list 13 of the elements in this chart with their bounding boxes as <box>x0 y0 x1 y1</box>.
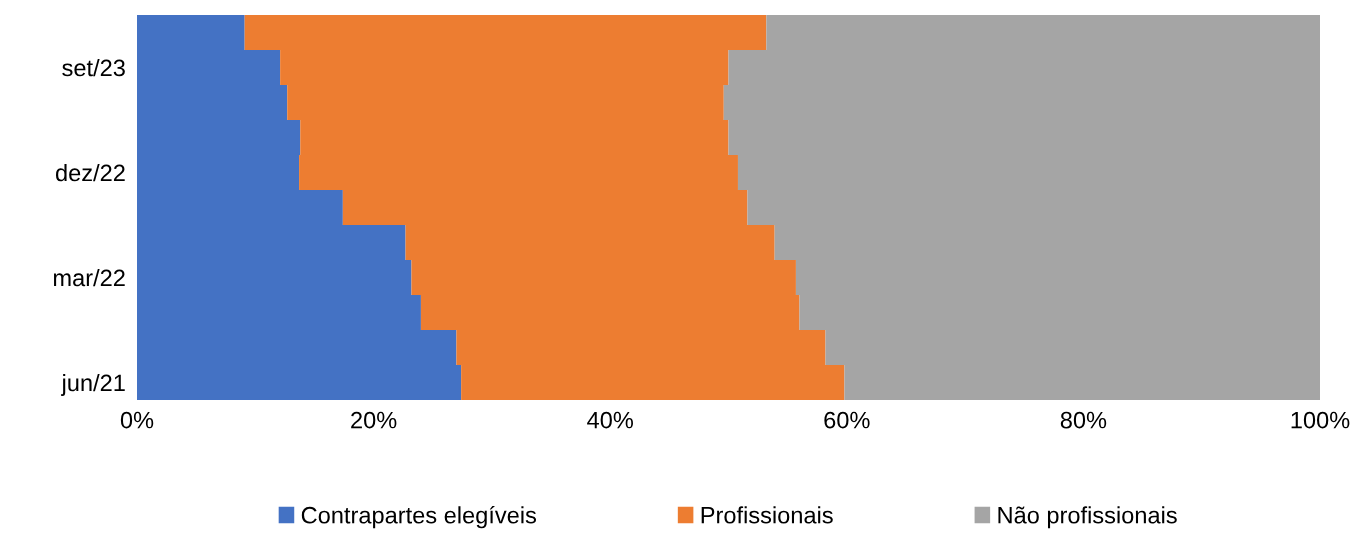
legend-label: Não profissionais <box>998 506 1177 529</box>
y-tick-label: jun/21 <box>60 373 125 396</box>
x-tick-label: 80% <box>1060 411 1107 429</box>
y-tick-label: dez/22 <box>56 163 125 182</box>
y-tick-label: set/23 <box>62 58 125 77</box>
legend-label: Profissionais <box>701 506 833 524</box>
x-tick-label: 60% <box>824 411 870 429</box>
x-tick-label: 0% <box>120 411 154 429</box>
x-tick-label: 40% <box>587 411 633 429</box>
x-tick-label: 20% <box>351 411 397 429</box>
x-tick-label: 100% <box>1291 411 1350 429</box>
legend-label: Contrapartes elegíveis <box>301 505 537 529</box>
y-tick-label: mar/22 <box>53 268 125 287</box>
